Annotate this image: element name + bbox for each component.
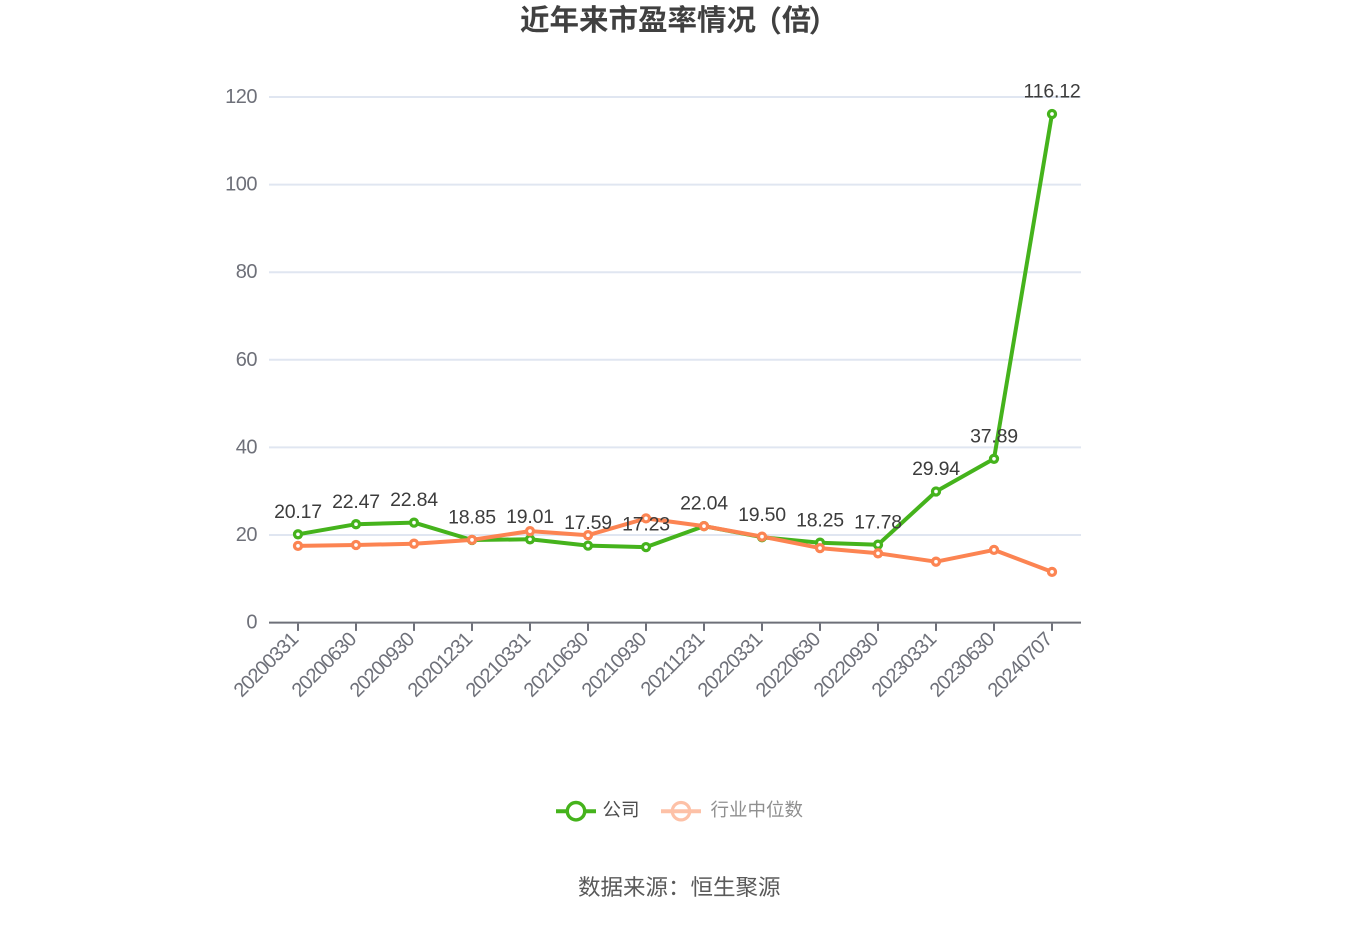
svg-text:80: 80 xyxy=(236,261,258,283)
svg-text:17.78: 17.78 xyxy=(854,511,902,533)
svg-text:20: 20 xyxy=(236,524,258,546)
svg-text:120: 120 xyxy=(225,86,257,108)
svg-text:37.89: 37.89 xyxy=(970,425,1018,447)
svg-text:17.59: 17.59 xyxy=(564,512,612,534)
svg-text:116.12: 116.12 xyxy=(1024,81,1081,103)
svg-text:0: 0 xyxy=(246,612,257,634)
svg-text:19.01: 19.01 xyxy=(506,506,554,528)
svg-text:40: 40 xyxy=(236,436,258,458)
svg-text:22.47: 22.47 xyxy=(332,491,380,513)
svg-text:18.25: 18.25 xyxy=(796,509,844,531)
svg-text:17.23: 17.23 xyxy=(622,514,670,536)
svg-text:22.04: 22.04 xyxy=(680,493,728,515)
svg-text:19.50: 19.50 xyxy=(738,504,786,526)
svg-text:29.94: 29.94 xyxy=(912,458,960,480)
svg-text:20.17: 20.17 xyxy=(274,501,322,523)
svg-text:18.85: 18.85 xyxy=(448,507,496,529)
svg-text:60: 60 xyxy=(236,349,258,371)
svg-text:22.84: 22.84 xyxy=(390,489,438,511)
svg-text:100: 100 xyxy=(225,174,257,196)
